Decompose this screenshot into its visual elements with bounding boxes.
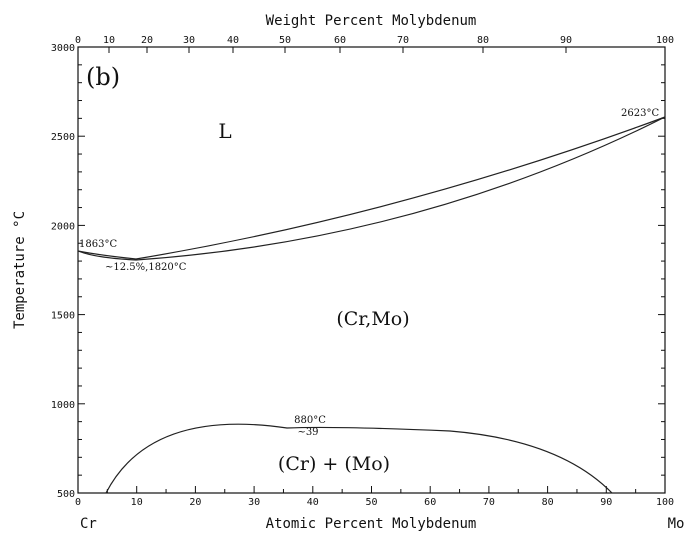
top-tick-label: 0 bbox=[75, 35, 81, 46]
left-tick-label: 1000 bbox=[51, 400, 75, 411]
left-tick-label: 2500 bbox=[51, 132, 75, 143]
bottom-tick-label: 20 bbox=[189, 497, 201, 508]
bottom-tick-label: 10 bbox=[131, 497, 143, 508]
solidus-curve bbox=[77, 116, 666, 261]
top-axis-ticks: 0 10 20 30 40 50 60 70 80 90 100 bbox=[75, 35, 674, 53]
liquidus-curve bbox=[77, 116, 666, 260]
bottom-axis-title: Atomic Percent Molybdenum bbox=[266, 516, 477, 532]
top-tick-label: 30 bbox=[183, 35, 195, 46]
right-element-label: Mo bbox=[668, 516, 685, 532]
top-tick-label: 60 bbox=[334, 35, 346, 46]
cr-melting-annotation: 1863°C bbox=[79, 239, 117, 250]
left-tick-label: 2000 bbox=[51, 221, 75, 232]
left-axis-ticks: 3000 2500 2000 1500 1000 500 bbox=[51, 43, 85, 500]
minimum-annotation: ~12.5%,1820°C bbox=[105, 262, 187, 273]
miscibility-comp-annotation: ~39 bbox=[297, 427, 318, 438]
bottom-tick-label: 30 bbox=[248, 497, 260, 508]
solid-solution-region-label: (Cr,Mo) bbox=[336, 308, 409, 330]
liquid-region-label: L bbox=[218, 119, 231, 143]
bottom-tick-label: 0 bbox=[75, 497, 81, 508]
bottom-tick-label: 70 bbox=[483, 497, 495, 508]
left-tick-label: 500 bbox=[57, 489, 75, 500]
bottom-tick-label: 100 bbox=[656, 497, 674, 508]
top-tick-label: 40 bbox=[227, 35, 239, 46]
top-axis-title: Weight Percent Molybdenum bbox=[266, 13, 477, 29]
right-axis-ticks bbox=[658, 46, 665, 494]
miscibility-gap-curve bbox=[105, 423, 613, 494]
left-tick-label: 3000 bbox=[51, 43, 75, 54]
miscibility-temp-annotation: 880°C bbox=[294, 415, 326, 426]
top-tick-label: 10 bbox=[103, 35, 115, 46]
bottom-tick-label: 80 bbox=[542, 497, 554, 508]
y-axis-title: Temperature °C bbox=[12, 211, 28, 329]
top-tick-label: 100 bbox=[656, 35, 674, 46]
mo-melting-annotation: 2623°C bbox=[621, 108, 659, 119]
bottom-tick-label: 60 bbox=[424, 497, 436, 508]
bottom-tick-label: 40 bbox=[307, 497, 319, 508]
two-phase-region-label: (Cr) + (Mo) bbox=[278, 453, 390, 475]
bottom-axis-ticks: 0 10 20 30 40 50 60 70 80 90 100 bbox=[75, 486, 674, 508]
top-tick-label: 70 bbox=[397, 35, 409, 46]
bottom-tick-label: 90 bbox=[600, 497, 612, 508]
top-tick-label: 90 bbox=[560, 35, 572, 46]
panel-label: (b) bbox=[86, 63, 120, 91]
top-tick-label: 50 bbox=[279, 35, 291, 46]
left-element-label: Cr bbox=[80, 516, 97, 532]
top-tick-label: 80 bbox=[477, 35, 489, 46]
top-tick-label: 20 bbox=[141, 35, 153, 46]
left-tick-label: 1500 bbox=[51, 311, 75, 322]
bottom-tick-label: 50 bbox=[365, 497, 377, 508]
